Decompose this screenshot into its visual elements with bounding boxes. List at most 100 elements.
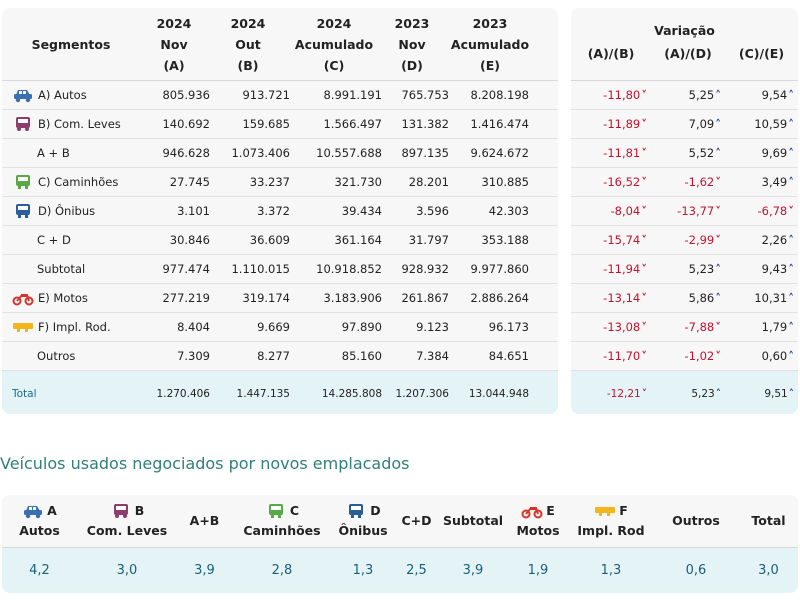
used-vehicles-value: 2,5 xyxy=(406,563,427,578)
table-cell: 85.160 xyxy=(341,349,382,363)
segment-label-text: A + B xyxy=(37,146,70,160)
table-cell: 84.651 xyxy=(488,349,529,363)
segment-label-text: A) Autos xyxy=(38,88,87,102)
table-cell: 1.270.406 xyxy=(156,388,210,400)
arrow-down-icon: ˅ xyxy=(641,204,647,218)
used-vehicles-name: Motos xyxy=(516,523,560,538)
table-row: B) Com. Leves 140.692 159.685 1.566.497 131.… xyxy=(2,110,558,139)
variation-value: 5,25 xyxy=(688,88,715,102)
table-cell: 805.936 xyxy=(162,88,210,102)
used-vehicles-value: 2,8 xyxy=(271,563,293,578)
segment-label-text: C + D xyxy=(37,233,71,247)
header-period: Acumulado xyxy=(450,36,530,52)
variation-cell: 5,86˄ xyxy=(651,291,725,305)
variation-col-ab: (A)/(B) xyxy=(587,46,635,61)
table-cell: 3.101 xyxy=(177,204,210,218)
variation-cell: 2,26˄ xyxy=(725,233,798,247)
table-cell: 261.867 xyxy=(401,291,449,305)
header-period: Acumulado xyxy=(294,36,374,52)
segment-label-text: Subtotal xyxy=(37,262,86,276)
table-row: -11,81˅ 5,52˄ 9,69˄ xyxy=(571,139,798,168)
table-cell: 765.753 xyxy=(401,88,449,102)
table-cell: 159.685 xyxy=(242,117,290,131)
variation-value: -11,94 xyxy=(603,262,641,276)
variation-value: 5,52 xyxy=(688,146,715,160)
variation-col-ad: (A)/(D) xyxy=(664,46,712,61)
segment-label: A) Autos xyxy=(2,87,140,103)
segment-label: E) Motos xyxy=(2,290,140,306)
variation-cell: 0,60˄ xyxy=(725,349,798,363)
variation-cell: 9,51˄ xyxy=(725,388,798,400)
table-row: -11,89˅ 7,09˄ 10,59˄ xyxy=(571,110,798,139)
car-icon xyxy=(22,503,44,519)
variation-value: -1,02 xyxy=(684,349,715,363)
variation-cell: -15,74˅ xyxy=(571,233,651,247)
used-vehicles-code: D xyxy=(370,503,381,518)
table-cell: 9.624.672 xyxy=(470,146,529,160)
variation-value: 9,43 xyxy=(761,262,788,276)
variation-cell: -1,02˅ xyxy=(651,349,725,363)
truck-icon xyxy=(12,174,34,190)
variation-value: 10,59 xyxy=(754,117,788,131)
segment-label-text: B) Com. Leves xyxy=(38,117,121,131)
motorcycle-icon xyxy=(521,503,543,519)
header-period: Nov xyxy=(160,36,188,52)
table-row: A + B 946.628 1.073.406 10.557.688 897.135 9.… xyxy=(2,139,558,168)
arrow-up-icon: ˄ xyxy=(788,88,794,102)
table-cell: 42.303 xyxy=(488,204,529,218)
table-cell: 321.730 xyxy=(334,175,382,189)
arrow-up-icon: ˄ xyxy=(715,146,721,160)
table-cell: 9.123 xyxy=(416,320,449,334)
table-cell: 913.721 xyxy=(242,88,290,102)
arrow-down-icon: ˅ xyxy=(715,320,721,334)
table-cell: 97.890 xyxy=(341,320,382,334)
header-code: (E) xyxy=(480,57,500,73)
variation-value: 1,79 xyxy=(761,320,788,334)
arrow-down-icon: ˅ xyxy=(788,204,794,218)
header-code: (D) xyxy=(401,57,423,73)
variation-value: 10,31 xyxy=(754,291,788,305)
truck-icon xyxy=(265,503,287,519)
arrow-up-icon: ˄ xyxy=(788,146,794,160)
table-cell: 977.474 xyxy=(162,262,210,276)
segment-label-text: D) Ônibus xyxy=(38,204,96,218)
variation-value: 3,49 xyxy=(761,175,788,189)
segment-label: A + B xyxy=(2,146,140,160)
segment-label: C + D xyxy=(2,233,140,247)
arrow-down-icon: ˅ xyxy=(641,388,647,400)
variation-cell: -16,52˅ xyxy=(571,175,651,189)
table-cell: 1.110.015 xyxy=(231,262,290,276)
table-cell: 13.044.948 xyxy=(468,388,529,400)
table-cell: 1.447.135 xyxy=(236,388,290,400)
van-icon xyxy=(110,503,132,519)
used-vehicles-code: Subtotal xyxy=(442,513,504,528)
segment-label-text: F) Impl. Rod. xyxy=(38,320,111,334)
table-cell: 277.219 xyxy=(162,291,210,305)
used-vehicles-code: F xyxy=(619,503,628,518)
variation-value: 5,86 xyxy=(688,291,715,305)
variation-cell: -1,62˅ xyxy=(651,175,725,189)
variation-table-header: Variação (A)/(B) (A)/(D) (C)/(E) xyxy=(571,8,798,81)
header-code: (A) xyxy=(163,57,185,73)
table-cell: 10.557.688 xyxy=(316,146,382,160)
arrow-up-icon: ˄ xyxy=(715,88,721,102)
used-vehicles-value: 3,0 xyxy=(758,563,779,578)
table-row: -13,08˅ -7,88˅ 1,79˄ xyxy=(571,313,798,342)
variation-value: -8,04 xyxy=(610,204,641,218)
segment-label: Subtotal xyxy=(2,262,140,276)
used-vehicles-header-cell: B Com. Leves xyxy=(77,495,177,547)
arrow-down-icon: ˅ xyxy=(641,88,647,102)
variation-value: -2,99 xyxy=(684,233,715,247)
variation-value: -11,70 xyxy=(603,349,641,363)
table-row: -15,74˅ -2,99˅ 2,26˄ xyxy=(571,226,798,255)
arrow-up-icon: ˄ xyxy=(715,117,721,131)
variation-value: -12,21 xyxy=(606,388,641,400)
table-cell: 8.991.191 xyxy=(323,88,382,102)
arrow-up-icon: ˄ xyxy=(788,320,794,334)
table-cell: 7.309 xyxy=(177,349,210,363)
header-code: (B) xyxy=(237,57,259,73)
variation-cell: -6,78˅ xyxy=(725,204,798,218)
variation-cell: -11,94˅ xyxy=(571,262,651,276)
variation-cell: -11,70˅ xyxy=(571,349,651,363)
table-cell: 310.885 xyxy=(481,175,529,189)
